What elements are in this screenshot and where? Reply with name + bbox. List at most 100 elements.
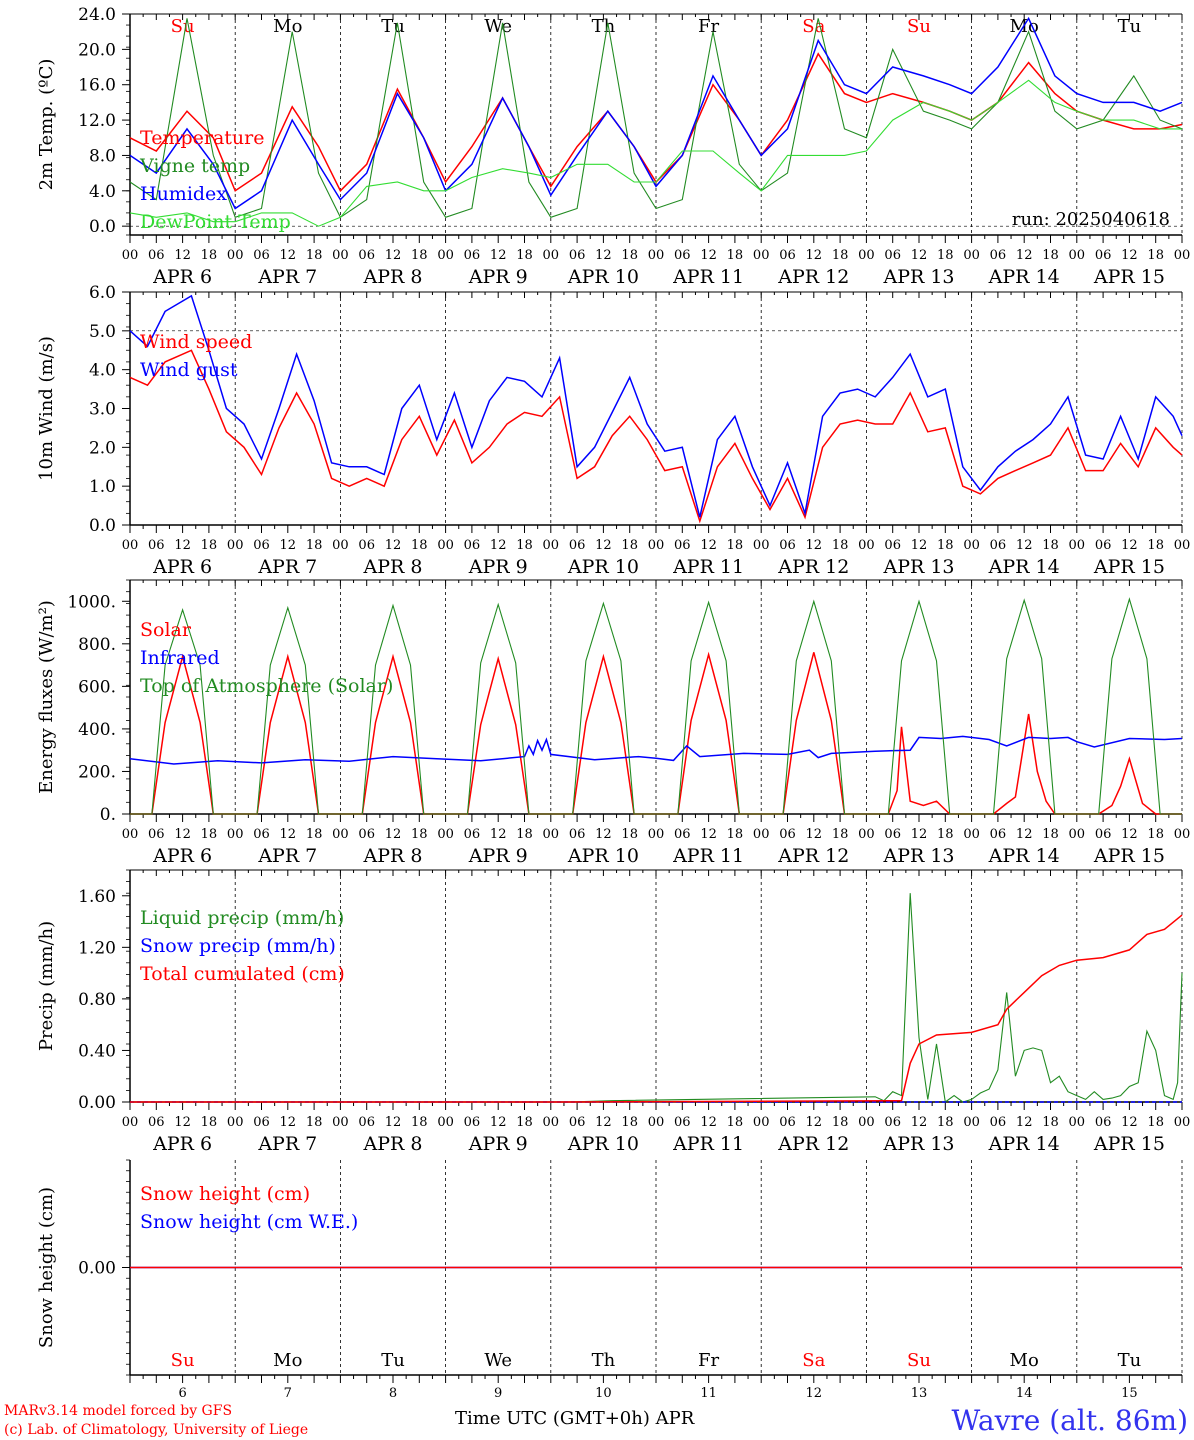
hour-tick-label: 00 xyxy=(858,1115,875,1130)
run-annotation: run: 2025040618 xyxy=(1012,209,1170,230)
hour-tick-label: 06 xyxy=(569,248,586,263)
hour-tick-label: 06 xyxy=(1095,248,1112,263)
hour-tick-label: 00 xyxy=(332,827,349,842)
hour-tick-label: 00 xyxy=(227,248,244,263)
date-label: APR 12 xyxy=(777,556,849,578)
hour-tick-label: 06 xyxy=(884,1115,901,1130)
hour-tick-label: 00 xyxy=(1069,538,1086,553)
hour-tick-label: 06 xyxy=(358,827,375,842)
y-axis-label: Snow height (cm) xyxy=(36,1187,57,1348)
hour-tick-label: 18 xyxy=(306,248,323,263)
hour-tick-label: 06 xyxy=(779,827,796,842)
hour-tick-label: 18 xyxy=(1147,538,1164,553)
date-label: APR 8 xyxy=(363,845,423,867)
y-tick-label: 2.0 xyxy=(89,438,116,458)
y-tick-label: 0.80 xyxy=(78,990,116,1010)
date-label: APR 9 xyxy=(468,556,528,578)
weekday-label: Th xyxy=(592,1350,616,1371)
hour-tick-label: 06 xyxy=(464,827,481,842)
weekday-label: Tu xyxy=(1118,16,1142,37)
date-label: APR 13 xyxy=(882,845,954,867)
series-wind-gust xyxy=(129,294,1183,518)
hour-tick-label: 00 xyxy=(1174,827,1191,842)
hour-tick-label: 12 xyxy=(280,827,297,842)
date-label: APR 14 xyxy=(988,845,1060,867)
hour-tick-label: 12 xyxy=(490,827,507,842)
hour-tick-label: 12 xyxy=(806,827,823,842)
hour-tick-label: 06 xyxy=(464,538,481,553)
hour-tick-label: 12 xyxy=(911,827,928,842)
hour-tick-label: 18 xyxy=(727,827,744,842)
hour-tick-label: 12 xyxy=(1121,538,1138,553)
day-number-label: 15 xyxy=(1121,1386,1138,1401)
panel-2: 6.0 5.0 4.0 3.0 2.0 1.0 0.0 10m Wind (m/s) 00 06 1… xyxy=(36,283,1190,578)
y-tick-label: 5.0 xyxy=(89,322,116,342)
hour-tick-label: 18 xyxy=(516,827,533,842)
legend-entry: Wind speed xyxy=(140,331,252,353)
hour-tick-label: 00 xyxy=(437,827,454,842)
hour-tick-label: 06 xyxy=(990,538,1007,553)
date-label: APR 10 xyxy=(567,845,639,867)
y-tick-label: 20.0 xyxy=(78,40,116,60)
y-tick-label: 1.20 xyxy=(78,938,116,958)
day-number-label: 9 xyxy=(494,1386,502,1401)
day-number-label: 11 xyxy=(700,1386,717,1401)
hour-tick-label: 00 xyxy=(1174,248,1191,263)
date-label: APR 13 xyxy=(882,266,954,288)
hour-tick-label: 12 xyxy=(385,827,402,842)
hour-tick-label: 12 xyxy=(490,248,507,263)
x-axis-label: Time UTC (GMT+0h) APR xyxy=(455,1408,695,1429)
date-label: APR 13 xyxy=(882,556,954,578)
y-tick-label: 1.60 xyxy=(78,887,116,907)
hour-tick-label: 00 xyxy=(122,248,139,263)
hour-tick-label: 18 xyxy=(621,248,638,263)
date-label: APR 9 xyxy=(468,1133,528,1155)
hour-tick-label: 18 xyxy=(937,248,954,263)
y-tick-label: 4.0 xyxy=(89,182,116,202)
hour-tick-label: 12 xyxy=(595,538,612,553)
hour-tick-label: 18 xyxy=(1042,248,1059,263)
hour-tick-label: 06 xyxy=(884,827,901,842)
day-number-label: 14 xyxy=(1016,1386,1033,1401)
series-vigne-temp xyxy=(129,18,1183,219)
hour-tick-label: 12 xyxy=(490,538,507,553)
hour-tick-label: 18 xyxy=(411,248,428,263)
y-tick-label: 0.0 xyxy=(89,516,116,536)
y-tick-label: 6.0 xyxy=(89,283,116,303)
weekday-label: Tu xyxy=(1118,1350,1142,1371)
legend-entry: Temperature xyxy=(140,127,264,149)
hour-tick-label: 12 xyxy=(595,248,612,263)
hour-tick-label: 12 xyxy=(490,1115,507,1130)
hour-tick-label: 06 xyxy=(1095,538,1112,553)
hour-tick-label: 06 xyxy=(990,248,1007,263)
date-label: APR 9 xyxy=(468,845,528,867)
hour-tick-label: 18 xyxy=(937,827,954,842)
hour-tick-label: 18 xyxy=(201,827,218,842)
weekday-label: Su xyxy=(907,16,931,37)
hour-tick-label: 18 xyxy=(306,1115,323,1130)
hour-tick-label: 12 xyxy=(385,1115,402,1130)
weekday-label: Su xyxy=(171,1350,195,1371)
hour-tick-label: 12 xyxy=(280,1115,297,1130)
hour-tick-label: 00 xyxy=(332,1115,349,1130)
date-label: APR 12 xyxy=(777,1133,849,1155)
weekday-label: Sa xyxy=(802,1350,825,1371)
hour-tick-label: 00 xyxy=(963,538,980,553)
day-number-label: 8 xyxy=(389,1386,397,1401)
hour-tick-label: 12 xyxy=(700,1115,717,1130)
hour-tick-label: 18 xyxy=(201,538,218,553)
hour-tick-label: 18 xyxy=(516,538,533,553)
date-label: APR 14 xyxy=(988,556,1060,578)
weekday-label: Sa xyxy=(802,16,825,37)
hour-tick-label: 06 xyxy=(990,827,1007,842)
series-infrared xyxy=(129,735,1183,765)
station-label: Wavre (alt. 86m) xyxy=(952,1404,1188,1437)
date-label: APR 10 xyxy=(567,1133,639,1155)
hour-tick-label: 06 xyxy=(253,538,270,553)
hour-tick-label: 00 xyxy=(122,538,139,553)
hour-tick-label: 12 xyxy=(911,538,928,553)
hour-tick-label: 00 xyxy=(437,248,454,263)
hour-tick-label: 00 xyxy=(437,1115,454,1130)
date-label: APR 15 xyxy=(1093,845,1165,867)
date-label: APR 8 xyxy=(363,266,423,288)
